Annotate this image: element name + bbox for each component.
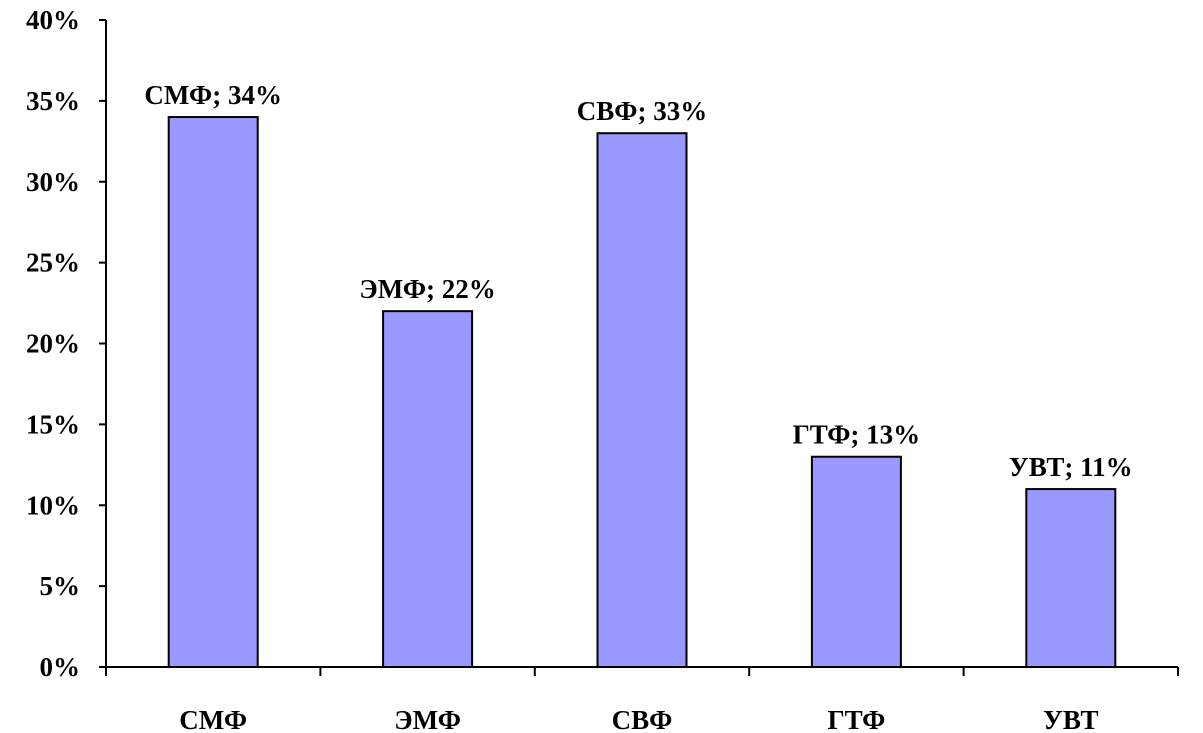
category-labels-group: СМФ ЭМФ СВФ ГТФ УВТ — [179, 705, 1098, 733]
bar — [596, 132, 688, 669]
y-tick-label: 40% — [26, 5, 80, 35]
y-ticks-group: 0% 5% 10% 15% 20% 25% 30% 35% 40% — [26, 5, 106, 682]
y-tick-label: 25% — [26, 248, 80, 278]
bar — [167, 116, 259, 669]
y-tick-label: 10% — [26, 490, 80, 520]
x-category-label: СВФ — [612, 705, 673, 733]
data-label: ЭМФ; 22% — [359, 274, 495, 304]
data-labels-group: СМФ; 34% ЭМФ; 22% СВФ; 33% ГТФ; 13% УВТ; 11% — [144, 80, 1132, 482]
y-tick-label: 35% — [26, 86, 80, 116]
bar — [382, 310, 474, 668]
x-category-label: УВТ — [1043, 705, 1098, 733]
y-tick-label: 0% — [40, 652, 81, 682]
x-category-label: ГТФ — [828, 705, 886, 733]
x-ticks-group — [105, 667, 1179, 676]
x-category-label: ЭМФ — [394, 705, 461, 733]
x-category-label: СМФ — [179, 705, 247, 733]
data-label: УВТ; 11% — [1009, 452, 1133, 482]
data-label: СМФ; 34% — [144, 80, 282, 110]
data-label: ГТФ; 13% — [793, 420, 921, 450]
y-tick-label: 15% — [26, 409, 80, 439]
bars-group — [167, 116, 1117, 669]
y-tick-label: 30% — [26, 167, 80, 197]
y-tick-label: 20% — [26, 329, 80, 359]
y-tick-label: 5% — [40, 571, 81, 601]
bar — [1025, 488, 1117, 669]
data-label: СВФ; 33% — [577, 96, 707, 126]
bar — [810, 455, 902, 668]
